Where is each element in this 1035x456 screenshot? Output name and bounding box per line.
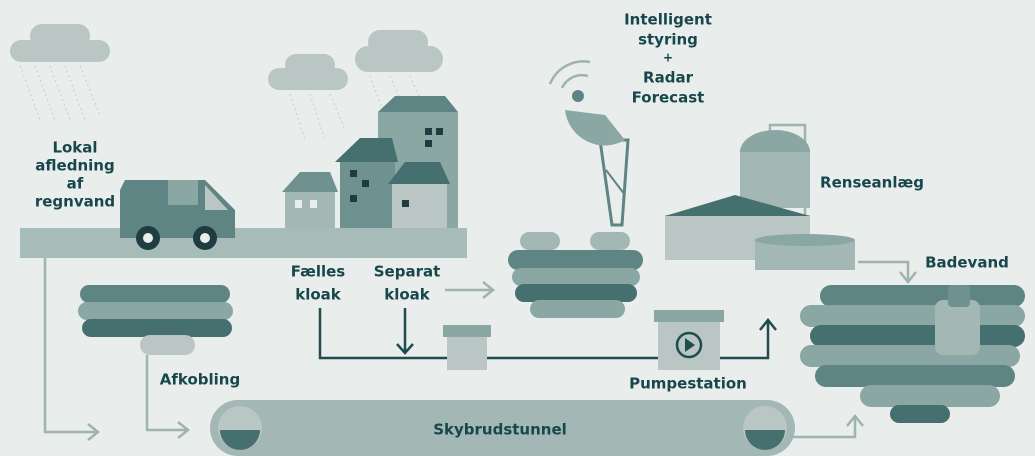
label-pumping-station: Pumpestation bbox=[629, 375, 747, 393]
label-separate-sewer: Separat bbox=[374, 263, 441, 281]
label-treatment-plant: Renseanlæg bbox=[820, 174, 924, 192]
label-line: styring bbox=[638, 31, 698, 49]
label-disconnection: Afkobling bbox=[160, 371, 240, 389]
label-separate-sewer: kloak bbox=[384, 286, 431, 304]
label-line: Forecast bbox=[632, 89, 705, 107]
diagram: Lokal afledning af regnvand Intelligent … bbox=[0, 0, 1035, 456]
label-line: regnvand bbox=[35, 193, 115, 211]
label-line: Radar bbox=[643, 69, 694, 87]
label-line: afledning bbox=[35, 157, 114, 175]
label-combined-sewer: Fælles bbox=[291, 263, 346, 281]
label-bathing-water: Badevand bbox=[925, 254, 1009, 272]
manhole bbox=[443, 325, 491, 370]
road bbox=[20, 228, 467, 258]
label-line: + bbox=[663, 51, 673, 65]
label-line: Intelligent bbox=[624, 11, 712, 29]
label-line: af bbox=[67, 175, 84, 193]
label-line: Lokal bbox=[52, 139, 97, 157]
label-cloudburst-tunnel: Skybrudstunnel bbox=[433, 421, 567, 439]
pump bbox=[654, 310, 724, 370]
label-combined-sewer: kloak bbox=[295, 286, 342, 304]
